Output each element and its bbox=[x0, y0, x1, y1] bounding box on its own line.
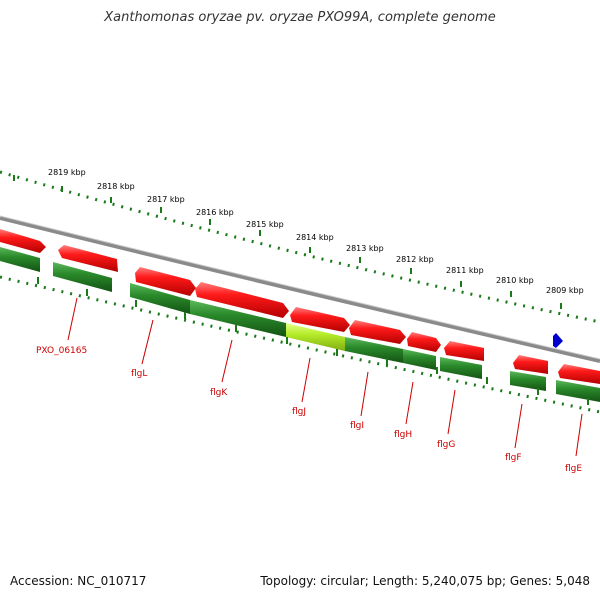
ruler-label: 2811 kbp bbox=[446, 266, 484, 275]
ruler-label: 2813 kbp bbox=[346, 244, 384, 253]
forward-gene[interactable] bbox=[135, 267, 196, 296]
reverse-gene[interactable] bbox=[190, 300, 286, 337]
gene-label[interactable]: flgL bbox=[131, 369, 147, 379]
forward-gene[interactable] bbox=[0, 229, 46, 253]
ruler-label: 2818 kbp bbox=[97, 182, 135, 191]
ruler-label: 2810 kbp bbox=[496, 276, 534, 285]
forward-gene[interactable] bbox=[349, 320, 406, 344]
reverse-strand bbox=[0, 247, 600, 402]
gene-leader-lines bbox=[67, 297, 583, 457]
reverse-gene[interactable] bbox=[345, 337, 403, 363]
ruler-ticks bbox=[13, 175, 562, 309]
gene-label[interactable]: flgH bbox=[394, 430, 412, 440]
forward-gene[interactable] bbox=[195, 282, 289, 318]
forward-gene[interactable] bbox=[290, 307, 350, 332]
position-marker-icon[interactable] bbox=[553, 333, 563, 348]
forward-gene[interactable] bbox=[558, 364, 600, 384]
ruler-dotted-track bbox=[0, 170, 600, 324]
genome-backbone bbox=[0, 216, 600, 363]
forward-gene[interactable] bbox=[407, 332, 441, 352]
gene-label[interactable]: flgJ bbox=[292, 407, 306, 417]
forward-gene[interactable] bbox=[513, 355, 548, 374]
reverse-gene[interactable] bbox=[403, 349, 436, 370]
ruler-labels: 2819 kbp 2818 kbp 2817 kbp 2816 kbp 2815… bbox=[48, 168, 584, 295]
gene-label[interactable]: flgF bbox=[505, 453, 522, 463]
inner-ticks bbox=[37, 277, 589, 405]
ruler-label: 2815 kbp bbox=[246, 220, 284, 229]
ruler-label: 2816 kbp bbox=[196, 208, 234, 217]
ruler-label: 2814 kbp bbox=[296, 233, 334, 242]
gene-label[interactable]: flgK bbox=[210, 388, 228, 398]
ruler-label: 2809 kbp bbox=[546, 286, 584, 295]
gene-label[interactable]: flgG bbox=[437, 440, 455, 450]
genome-title: Xanthomonas oryzae pv. oryzae PXO99A, co… bbox=[104, 10, 496, 25]
reverse-gene[interactable] bbox=[440, 357, 482, 379]
reverse-gene[interactable] bbox=[53, 262, 112, 292]
gene-labels: PXO_06165 flgL flgK flgJ flgI flgH flgG … bbox=[36, 346, 582, 474]
ruler-label: 2819 kbp bbox=[48, 168, 86, 177]
reverse-gene[interactable] bbox=[0, 247, 40, 272]
ruler-label: 2817 kbp bbox=[147, 195, 185, 204]
forward-gene[interactable] bbox=[444, 341, 484, 361]
ruler-label: 2812 kbp bbox=[396, 255, 434, 264]
forward-gene[interactable] bbox=[58, 245, 118, 272]
reverse-gene[interactable] bbox=[510, 371, 546, 391]
forward-strand bbox=[0, 229, 600, 384]
reverse-gene[interactable] bbox=[556, 380, 600, 402]
accession-label: Accession: NC_010717 bbox=[10, 574, 147, 588]
gene-label[interactable]: PXO_06165 bbox=[36, 346, 87, 356]
gene-label[interactable]: flgI bbox=[350, 421, 364, 431]
reverse-gene-highlighted[interactable] bbox=[286, 323, 345, 351]
reverse-gene[interactable] bbox=[130, 283, 190, 314]
genome-stats: Topology: circular; Length: 5,240,075 bp… bbox=[260, 574, 590, 588]
inner-dotted-track bbox=[0, 275, 600, 414]
gene-label[interactable]: flgE bbox=[565, 464, 582, 474]
